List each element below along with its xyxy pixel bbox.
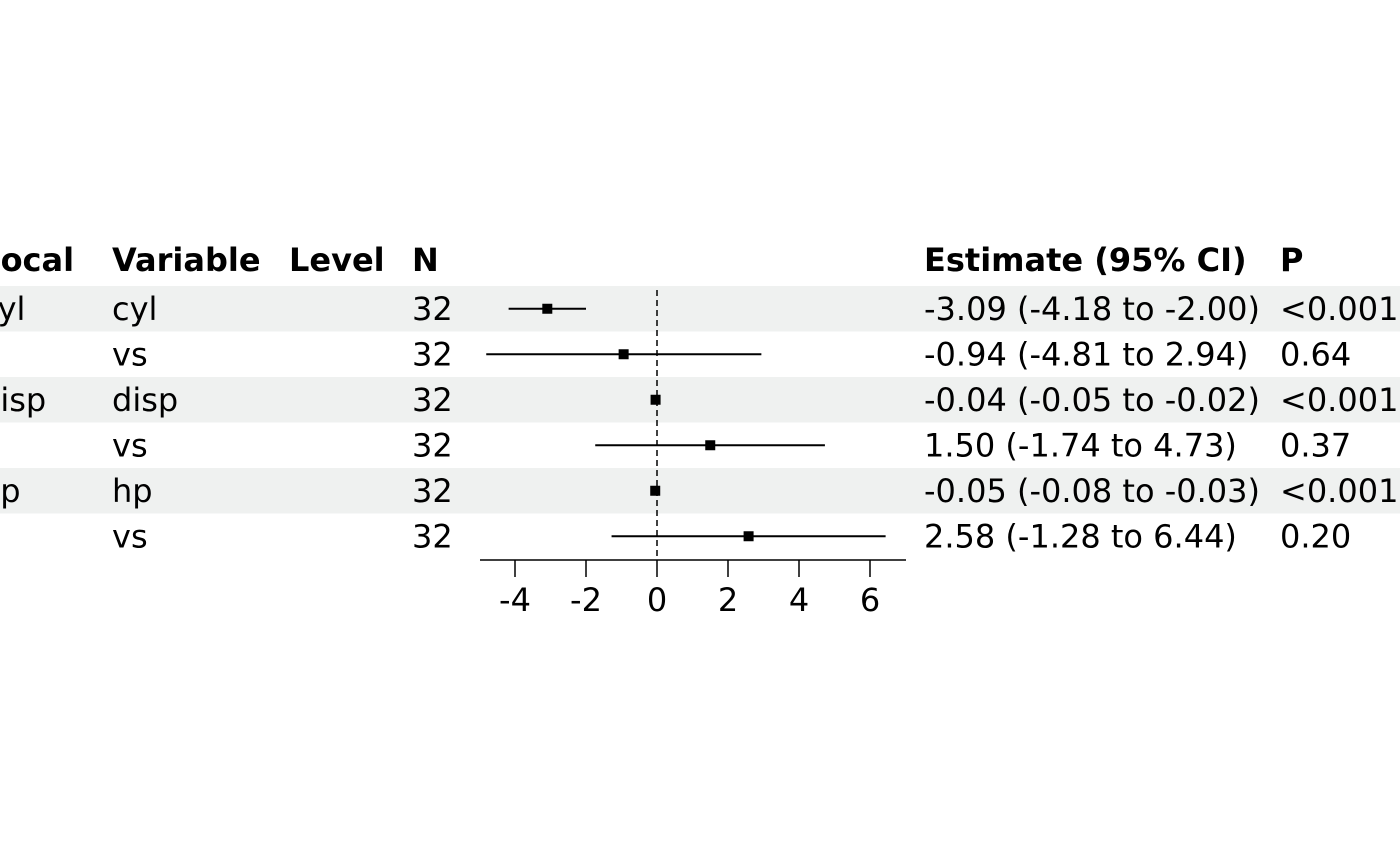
point-estimate xyxy=(650,394,661,405)
cell-estimate: -0.94 (-4.81 to 2.94) xyxy=(924,335,1248,373)
cell-n: 32 xyxy=(412,472,453,510)
table-header: Focal Variable Level N Estimate (95% CI)… xyxy=(0,241,1303,279)
cell-variable: cyl xyxy=(112,290,157,328)
cell-estimate: -0.05 (-0.08 to -0.03) xyxy=(924,472,1260,510)
header-n: N xyxy=(412,241,439,279)
point-estimate xyxy=(705,440,716,451)
header-focal: Focal xyxy=(0,241,74,279)
cell-estimate: 1.50 (-1.74 to 4.73) xyxy=(924,426,1237,464)
header-p: P xyxy=(1280,241,1303,279)
point-estimate xyxy=(650,485,661,496)
x-axis: -4 -2 0 2 4 6 xyxy=(480,559,906,619)
header-variable: Variable xyxy=(112,241,261,279)
cell-estimate: 2.58 (-1.28 to 6.44) xyxy=(924,517,1237,555)
cell-estimate: -0.04 (-0.05 to -0.02) xyxy=(924,381,1260,419)
row-stripe xyxy=(0,377,1400,423)
cell-n: 32 xyxy=(412,381,453,419)
cell-focal: hp xyxy=(0,472,21,510)
cell-p: 0.37 xyxy=(1280,426,1351,464)
cell-p: <0.001 xyxy=(1280,472,1398,510)
row-stripe xyxy=(0,468,1400,514)
header-level: Level xyxy=(289,241,385,279)
header-estimate: Estimate (95% CI) xyxy=(924,241,1247,279)
cell-n: 32 xyxy=(412,426,453,464)
cell-n: 32 xyxy=(412,517,453,555)
x-tick-label: 0 xyxy=(647,581,667,619)
row-stripe xyxy=(0,286,1400,332)
table-body: cyl cyl 32 -3.09 (-4.18 to -2.00) <0.001 vs 32… xyxy=(0,290,1398,556)
point-estimate xyxy=(618,349,629,360)
cell-n: 32 xyxy=(412,335,453,373)
x-tick-label: 4 xyxy=(789,581,809,619)
x-tick-label: 2 xyxy=(718,581,738,619)
x-tick-label: -4 xyxy=(499,581,531,619)
cell-variable: vs xyxy=(112,335,148,373)
cell-p: <0.001 xyxy=(1280,381,1398,419)
cell-p: 0.20 xyxy=(1280,517,1351,555)
cell-estimate: -3.09 (-4.18 to -2.00) xyxy=(924,290,1260,328)
cell-focal: cyl xyxy=(0,290,25,328)
cell-p: 0.64 xyxy=(1280,335,1351,373)
x-tick-label: 6 xyxy=(860,581,880,619)
forest-plot-area xyxy=(486,290,886,560)
cell-p: <0.001 xyxy=(1280,290,1398,328)
cell-variable: hp xyxy=(112,472,153,510)
cell-variable: vs xyxy=(112,426,148,464)
cell-variable: disp xyxy=(112,381,178,419)
cell-focal: disp xyxy=(0,381,46,419)
row-stripes xyxy=(0,286,1400,514)
cell-n: 32 xyxy=(412,290,453,328)
cell-variable: vs xyxy=(112,517,148,555)
x-tick-label: -2 xyxy=(570,581,602,619)
point-estimate xyxy=(743,531,754,542)
point-estimate xyxy=(542,303,553,314)
